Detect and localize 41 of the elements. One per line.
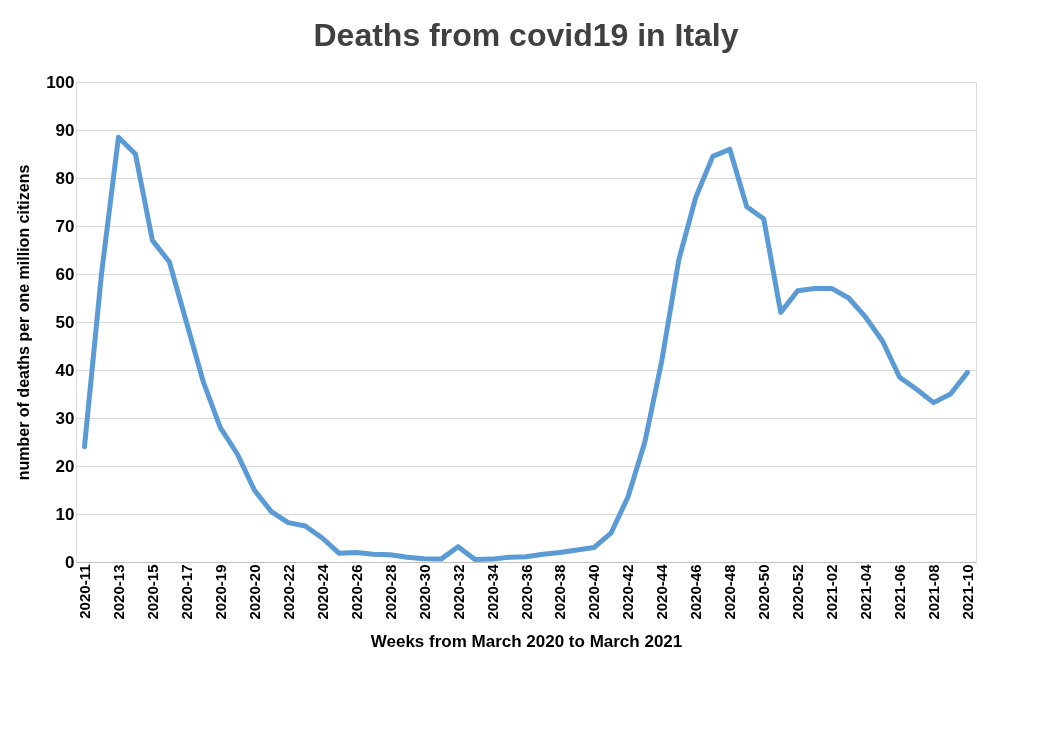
x-tick-label: 2020-44	[653, 563, 671, 620]
y-tick-label: 80	[55, 168, 75, 188]
x-tick-label: 2021-06	[891, 564, 909, 620]
x-axis-title: Weeks from March 2020 to March 2021	[370, 631, 683, 651]
x-tick-label: 2020-34	[483, 563, 501, 620]
y-tick-label: 20	[55, 456, 75, 476]
x-tick-label: 2020-28	[381, 564, 399, 620]
x-tick-label: 2020-42	[619, 564, 637, 620]
y-tick-label: 100	[46, 72, 75, 92]
x-tick-label: 2020-15	[143, 564, 161, 620]
x-tick-label: 2020-17	[177, 564, 195, 620]
y-tick-label: 10	[55, 504, 75, 524]
x-tick-label: 2020-30	[415, 564, 433, 620]
y-tick-label: 60	[55, 264, 75, 284]
x-tick-label: 2021-10	[959, 564, 977, 620]
x-tick-label: 2020-19	[211, 564, 229, 620]
x-tick-label: 2021-04	[857, 563, 875, 620]
x-tick-label: 2020-26	[347, 564, 365, 620]
x-tick-label: 2020-11	[75, 564, 93, 619]
x-tick-label: 2021-08	[925, 564, 943, 620]
x-tick-label: 2020-22	[279, 564, 297, 620]
y-tick-label: 70	[55, 216, 75, 236]
x-tick-label: 2020-32	[449, 564, 467, 620]
x-tick-label: 2020-38	[551, 564, 569, 620]
y-tick-label: 40	[55, 360, 75, 380]
x-tick-label: 2020-36	[517, 564, 535, 620]
y-tick-label: 30	[55, 408, 75, 428]
chart-title: Deaths from covid19 in Italy	[313, 17, 739, 53]
x-tick-label: 2020-52	[789, 564, 807, 620]
x-tick-label: 2020-48	[721, 564, 739, 620]
x-tick-label: 2021-02	[823, 564, 841, 620]
x-tick-label: 2020-50	[755, 564, 773, 620]
x-tick-label: 2020-46	[687, 564, 705, 620]
y-axis-title: number of deaths per one million citizens	[15, 164, 33, 481]
y-tick-label: 50	[55, 312, 75, 332]
x-tick-label: 2020-13	[109, 564, 127, 620]
x-tick-label: 2020-24	[313, 563, 331, 620]
x-tick-label: 2020-40	[585, 564, 603, 620]
y-tick-label: 90	[55, 120, 75, 140]
x-tick-label: 2020-20	[245, 564, 263, 620]
y-tick-label: 0	[65, 552, 75, 572]
